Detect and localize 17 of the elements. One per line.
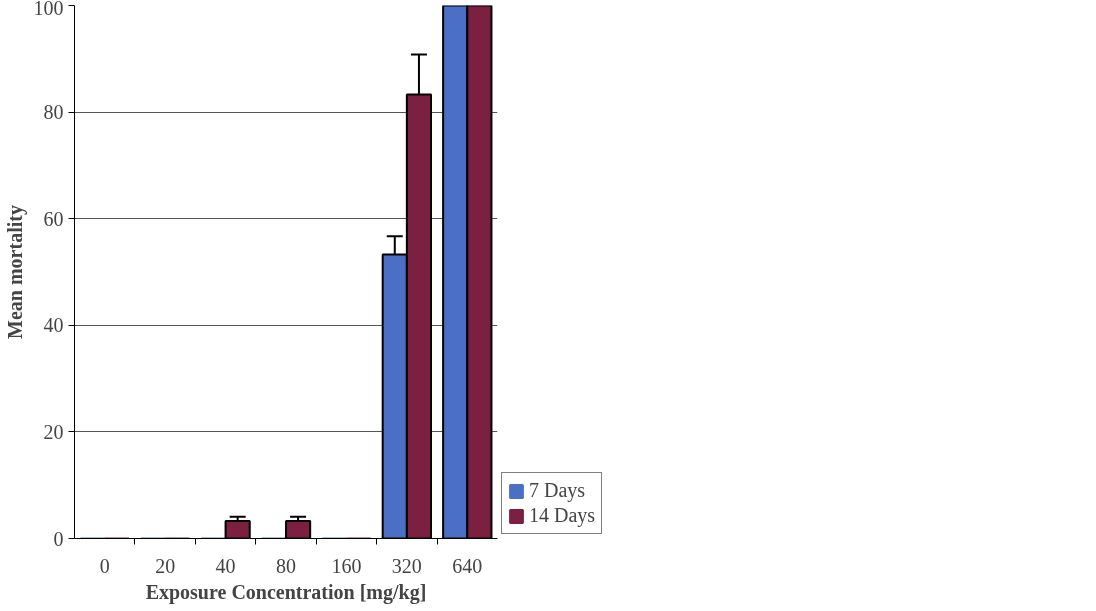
y-axis-title: Mean mortality [3, 205, 27, 339]
x-tick-label: 160 [331, 554, 362, 577]
y-tick-label: 40 [43, 314, 64, 337]
x-tick-label: 640 [452, 554, 483, 577]
x-tick-label: 80 [276, 554, 296, 577]
y-tick-label: 20 [43, 420, 64, 443]
y-tick-label: 60 [43, 207, 64, 230]
x-tick-label: 320 [391, 554, 422, 577]
y-tick-label: 100 [33, 0, 64, 19]
legend-label: 7 Days [529, 479, 586, 502]
x-tick-label: 20 [155, 554, 176, 577]
y-tick-label: 80 [43, 101, 64, 124]
x-tick-label: 40 [215, 554, 236, 577]
y-tick-label: 0 [53, 527, 64, 550]
legend-label: 14 Days [529, 504, 596, 527]
x-tick-label: 0 [99, 554, 110, 577]
x-axis-title: Exposure Concentration [mg/kg] [145, 580, 427, 604]
